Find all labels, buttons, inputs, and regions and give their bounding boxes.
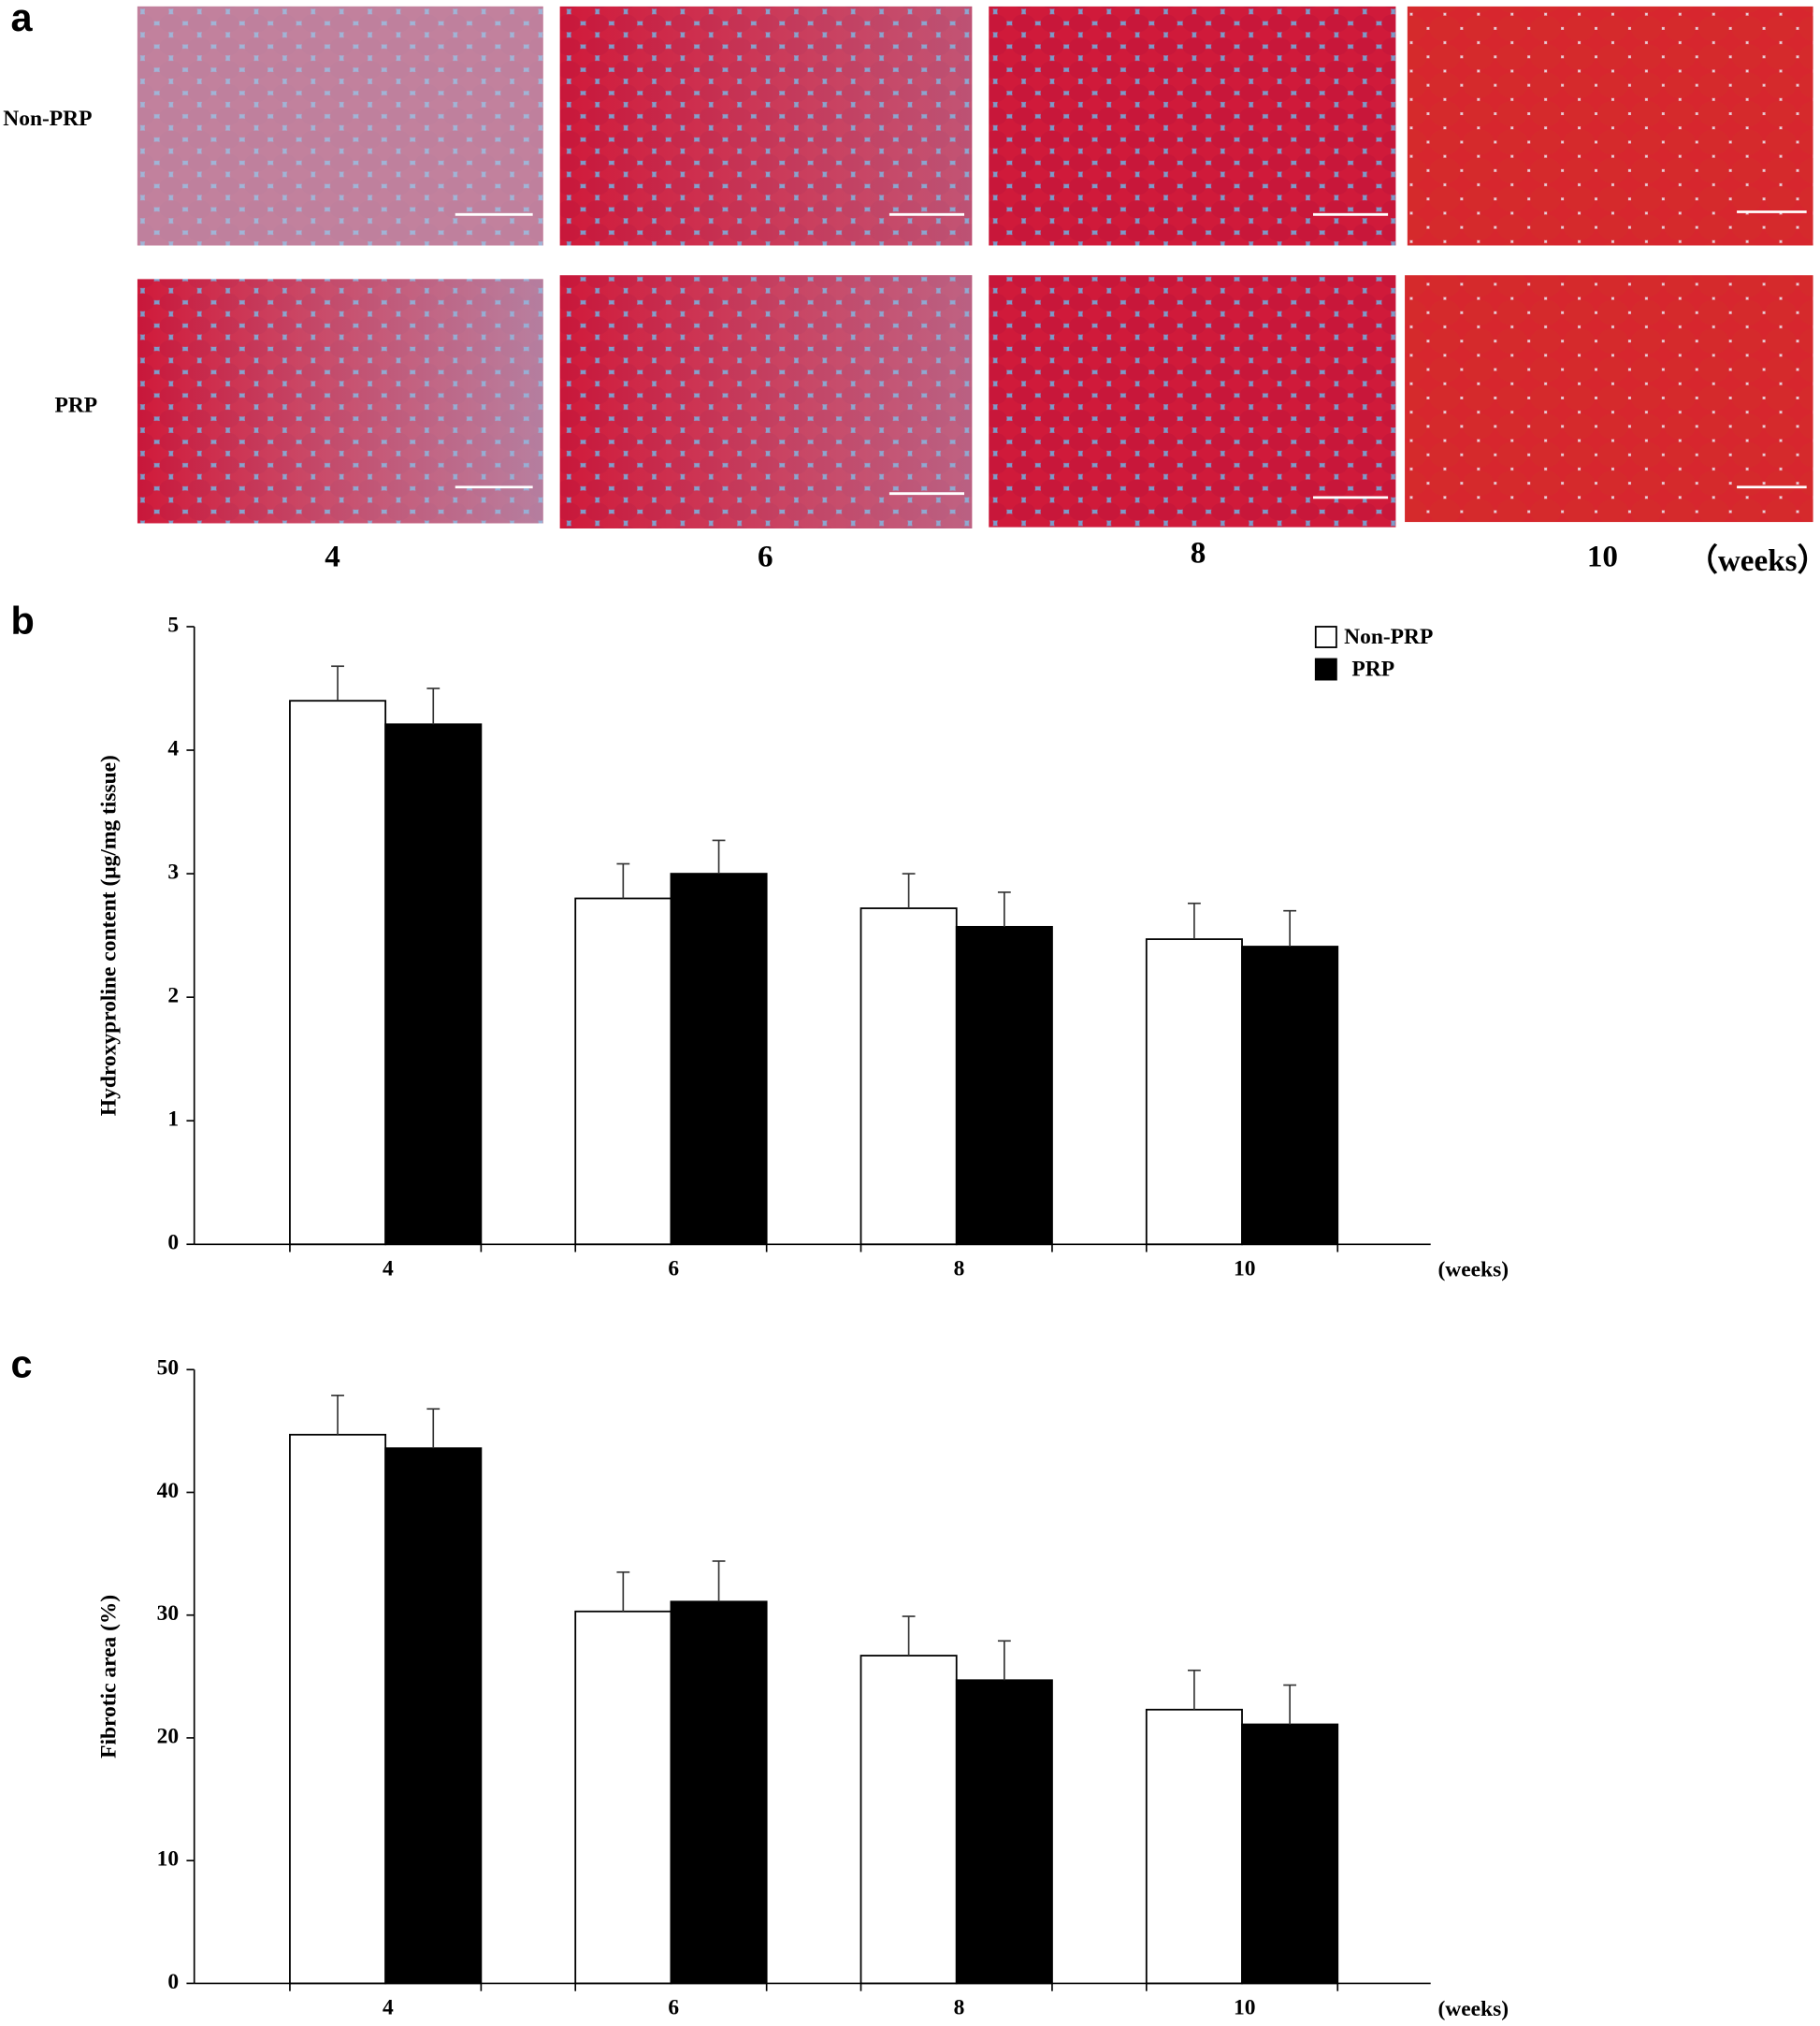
bar	[384, 723, 483, 1246]
image-overlay	[137, 6, 543, 246]
bar	[859, 907, 958, 1246]
image	[989, 6, 1396, 246]
column-label: 10	[1587, 540, 1618, 574]
x-tick-label: 8	[954, 1256, 965, 1281]
bar	[1145, 938, 1243, 1246]
bar	[955, 1679, 1053, 1985]
panel-label: a	[11, 0, 34, 39]
bar	[1241, 946, 1339, 1246]
unit-label: （weeks）	[1687, 543, 1820, 578]
bar	[670, 873, 768, 1246]
legend-label: PRP	[1351, 657, 1394, 681]
image	[989, 275, 1396, 528]
y-tick-label: 2	[167, 984, 179, 1008]
bar	[384, 1447, 483, 1985]
x-tick-label: 6	[668, 1995, 679, 2019]
legend-swatch	[1314, 658, 1337, 681]
bar	[574, 897, 672, 1246]
y-tick-label: 0	[167, 1970, 179, 1994]
y-tick-label: 30	[157, 1601, 179, 1626]
legend-label: Non-PRP	[1344, 625, 1433, 649]
histology-images	[137, 6, 1813, 528]
bar	[574, 1610, 672, 1985]
row-label: Non-PRP	[3, 107, 92, 131]
column-label: 6	[758, 540, 773, 574]
x-tick-label: 4	[383, 1995, 394, 2019]
y-tick-label: 4	[167, 736, 179, 760]
column-label: 4	[325, 540, 340, 574]
bar	[670, 1600, 768, 1985]
column-label: 8	[1191, 536, 1206, 571]
y-tick-label: 50	[157, 1356, 179, 1381]
y-tick-label: 0	[167, 1231, 179, 1255]
x-tick-label: 6	[668, 1256, 679, 1281]
image	[1407, 6, 1813, 246]
y-tick-label: 1	[167, 1107, 179, 1132]
y-tick-label: 20	[157, 1724, 179, 1748]
bar	[1145, 1708, 1243, 1985]
bar	[289, 1433, 387, 1985]
y-tick-label: 10	[157, 1847, 179, 1872]
y-tick-label: 3	[167, 860, 179, 884]
x-tick-label: 4	[383, 1256, 394, 1281]
y-tick-label: 5	[167, 613, 179, 637]
scale-bars	[455, 210, 1807, 499]
image-overlay	[559, 275, 973, 528]
panel-label: c	[11, 1341, 33, 1385]
bar	[955, 925, 1053, 1246]
y-tick-label: 40	[157, 1479, 179, 1503]
image-overlay	[137, 279, 543, 524]
image	[1405, 275, 1813, 523]
bar	[289, 700, 387, 1246]
x-tick-label: 10	[1234, 1995, 1255, 2019]
bar	[1241, 1723, 1339, 1985]
image-overlay	[559, 6, 973, 246]
x-axis-label: (weeks)	[1437, 1997, 1509, 2021]
y-axis-label: Fibrotic area (%)	[96, 1595, 121, 1758]
row-label: PRP	[55, 394, 98, 418]
x-axis-label: (weeks)	[1437, 1258, 1509, 1282]
panel-label: b	[11, 599, 35, 643]
bar	[859, 1655, 958, 1985]
x-tick-label: 10	[1234, 1256, 1255, 1281]
x-tick-label: 8	[954, 1995, 965, 2019]
y-axis-label: Hydroxyproline content (μg/mg tissue)	[96, 755, 121, 1116]
legend-swatch	[1314, 626, 1337, 648]
